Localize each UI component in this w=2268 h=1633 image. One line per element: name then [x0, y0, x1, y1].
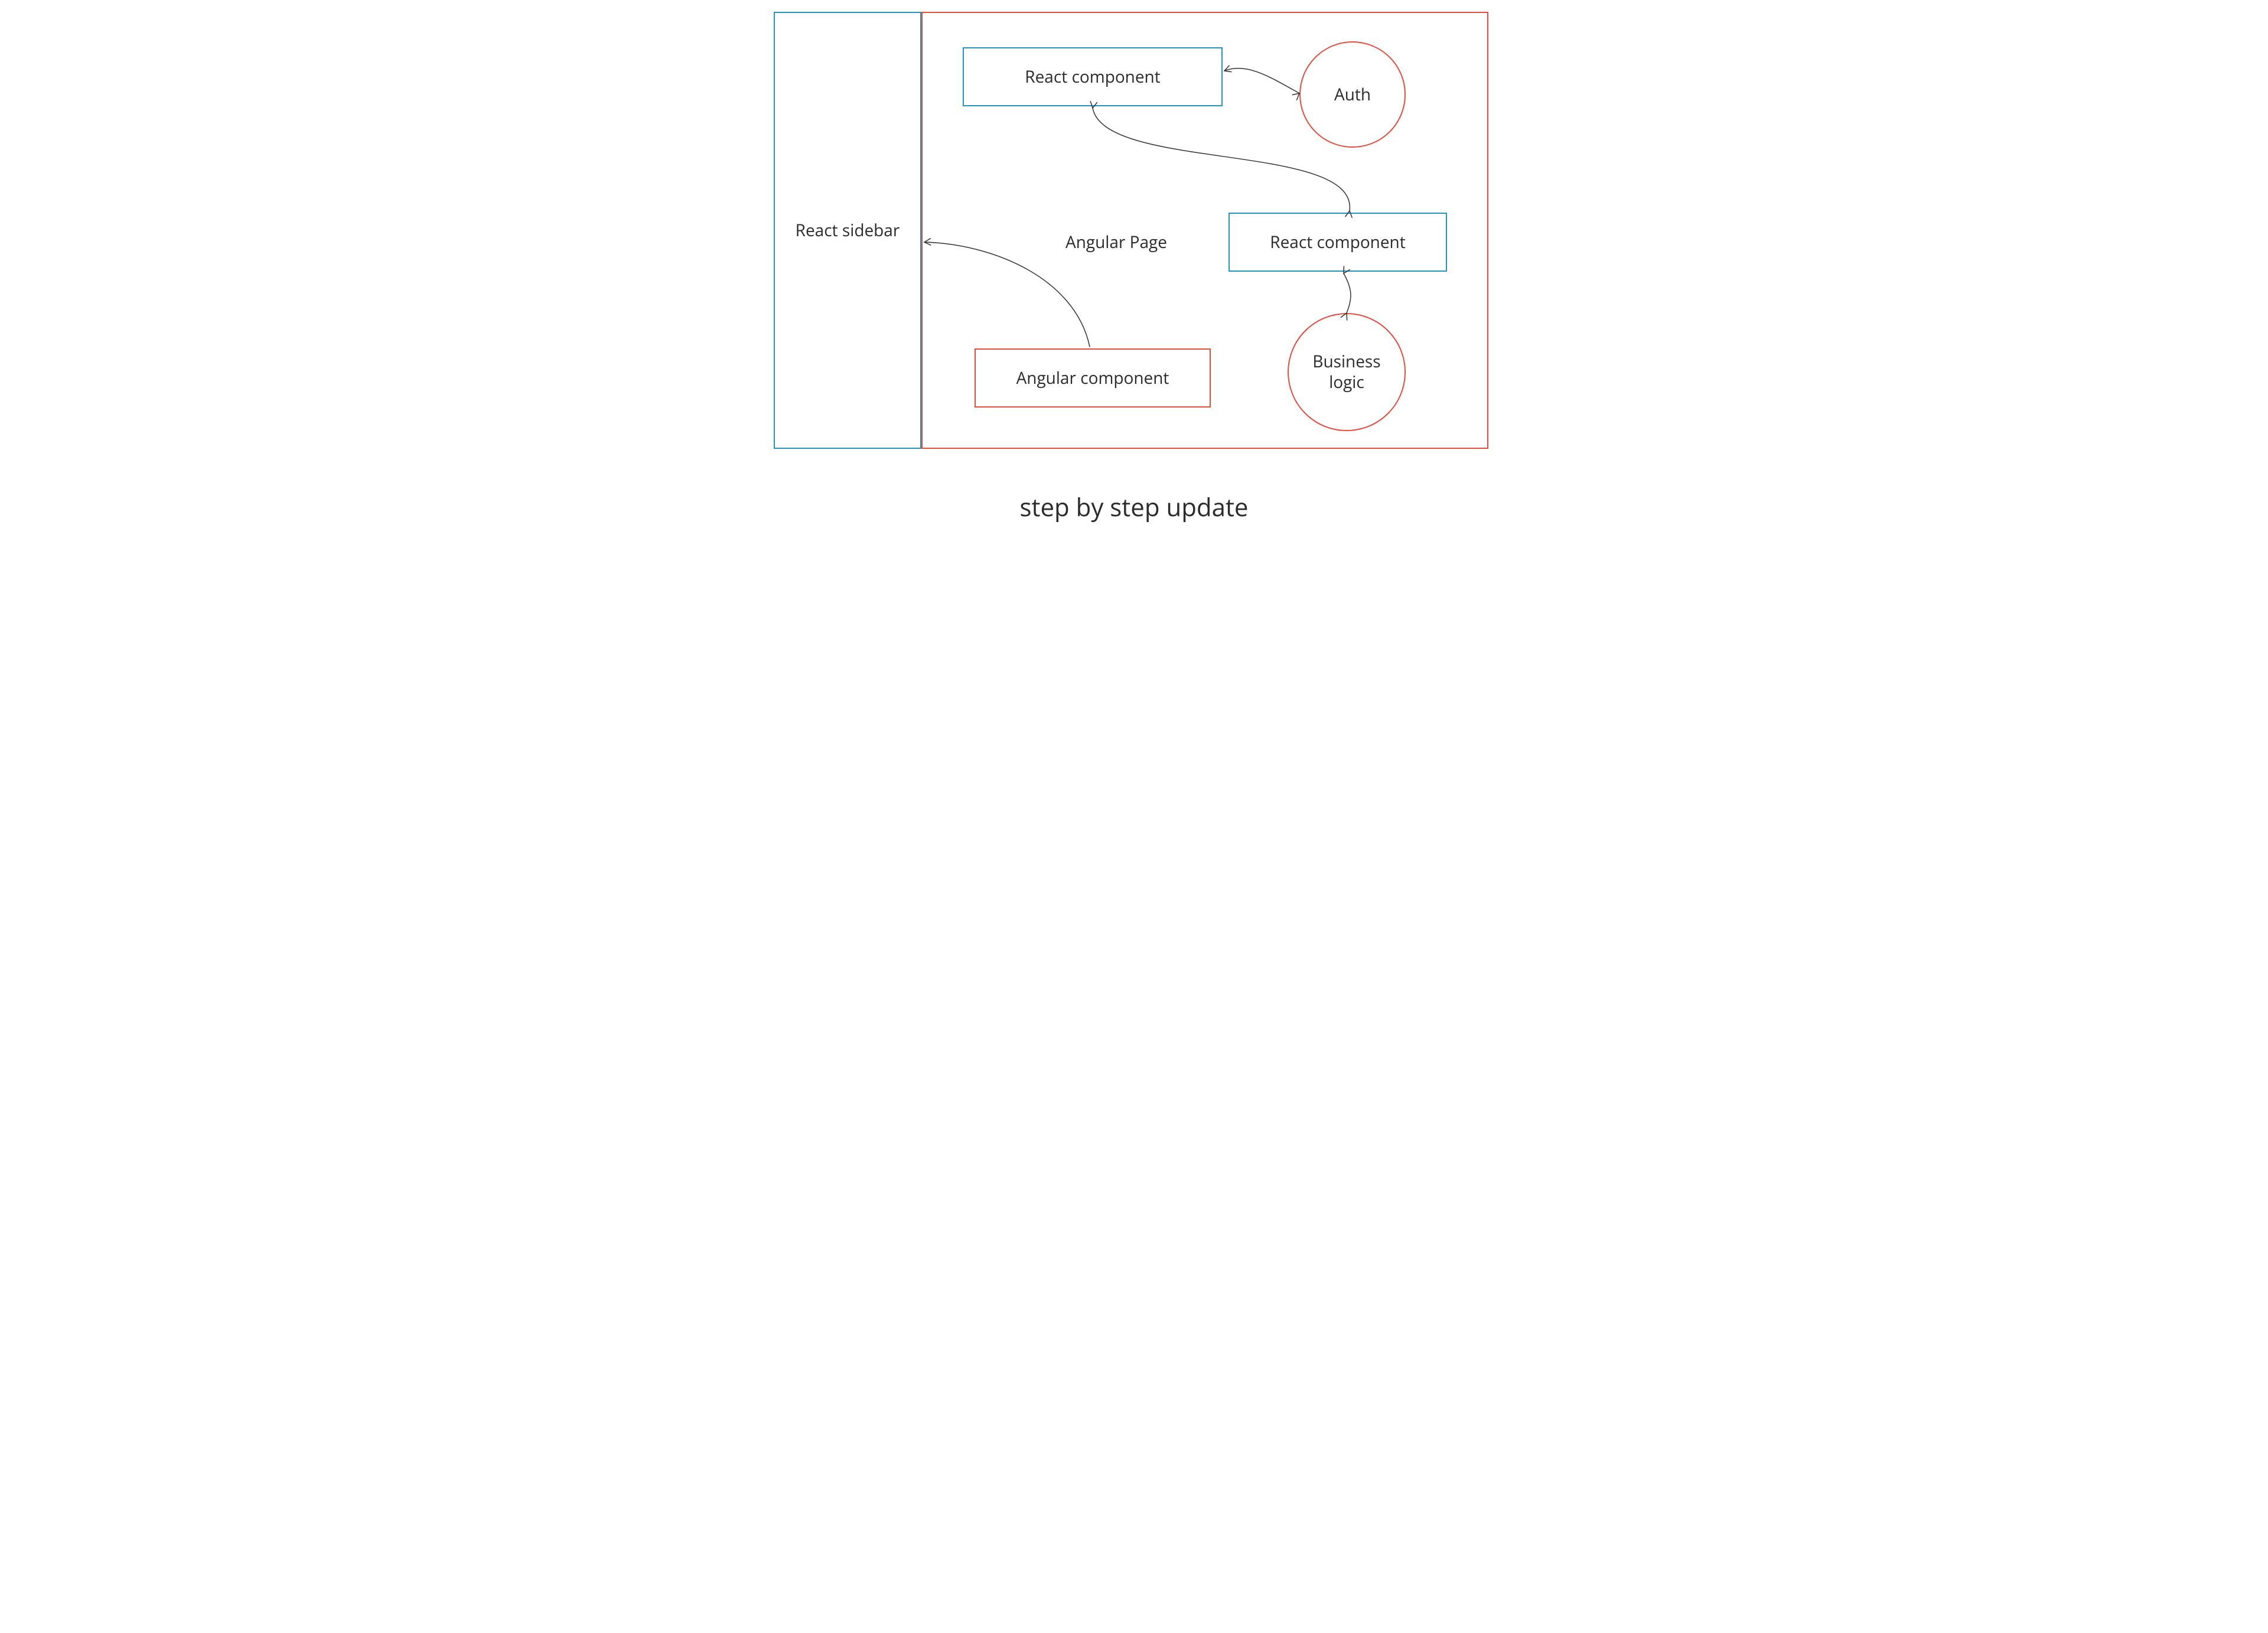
caption-text: step by step update	[1019, 490, 1248, 524]
label-angular-page: Angular Page	[1040, 227, 1193, 257]
node-label: React component	[1025, 67, 1160, 87]
node-react-component-top: React component	[963, 47, 1223, 106]
node-label: React sidebar	[796, 220, 900, 241]
diagram-caption: step by step update	[756, 490, 1512, 524]
node-label: Business logic	[1312, 351, 1380, 393]
node-label: Auth	[1334, 84, 1371, 105]
node-business-logic: Business logic	[1288, 313, 1406, 431]
node-react-component-right: React component	[1228, 213, 1447, 272]
node-label: Angular component	[1016, 368, 1169, 389]
diagram-canvas: React sidebar React component Auth React…	[756, 0, 1512, 545]
node-auth: Auth	[1299, 41, 1406, 148]
node-angular-component: Angular component	[975, 348, 1211, 408]
node-react-sidebar: React sidebar	[774, 12, 921, 449]
floating-label-text: Angular Page	[1065, 231, 1167, 253]
node-label: React component	[1270, 232, 1405, 253]
